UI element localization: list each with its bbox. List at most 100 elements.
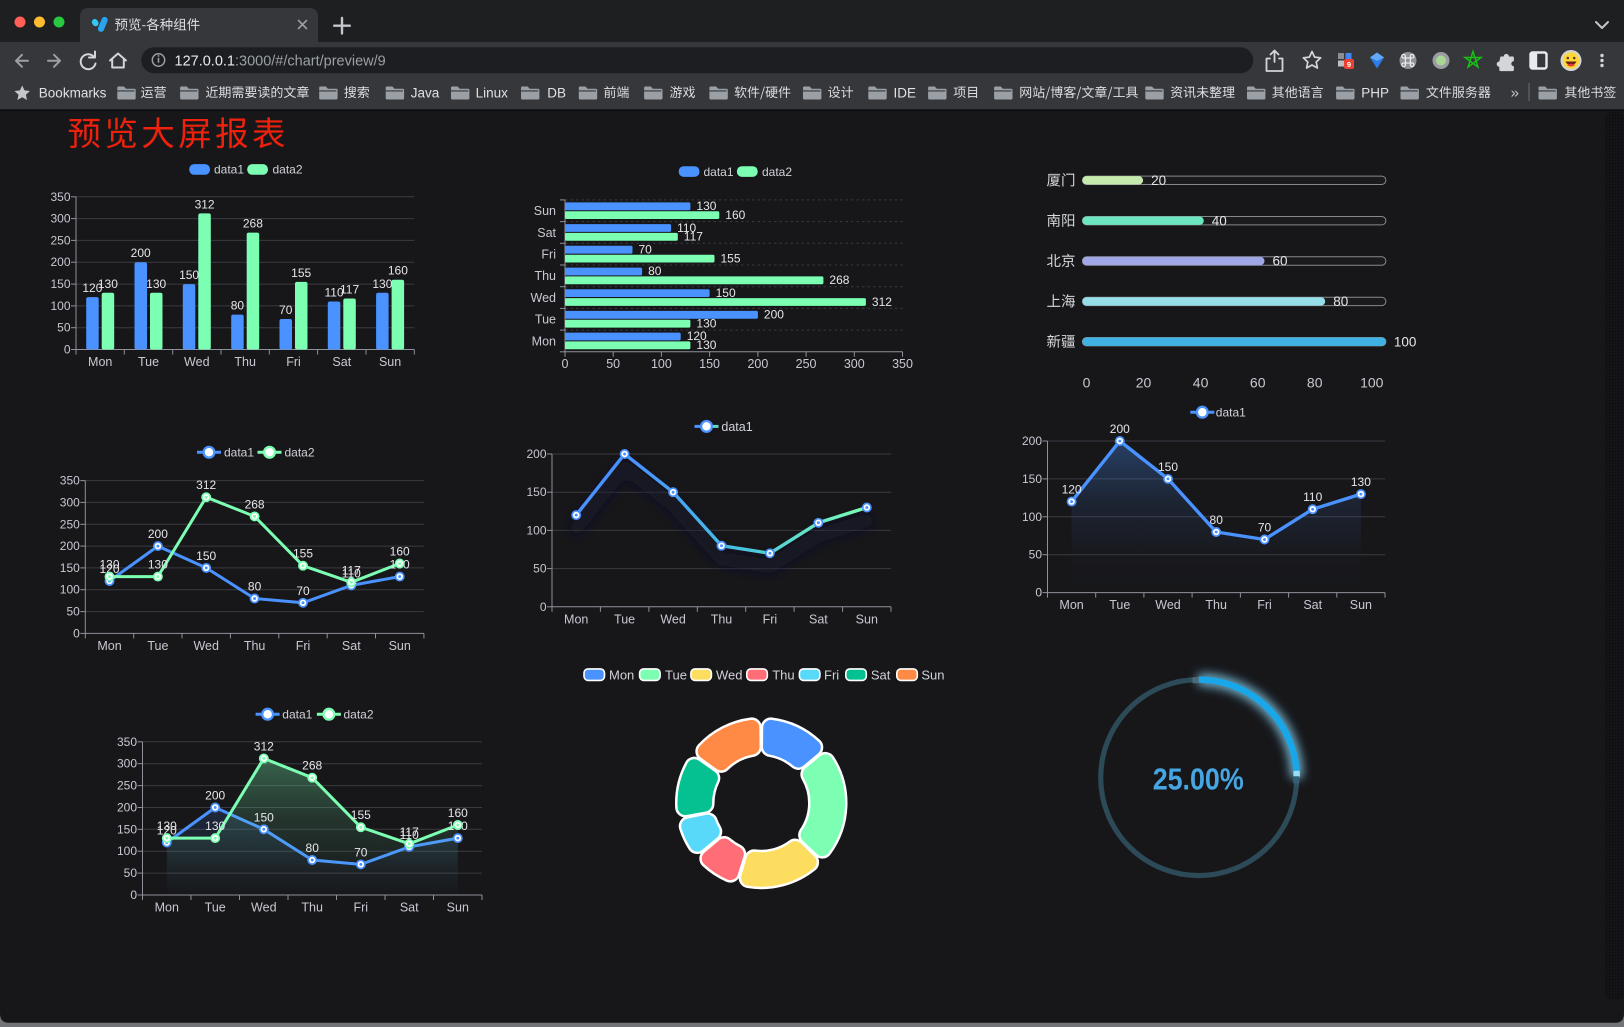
svg-text:Thu: Thu: [772, 667, 794, 682]
svg-text:100: 100: [117, 844, 137, 858]
svg-text:150: 150: [117, 822, 137, 836]
svg-text:Mon: Mon: [1059, 598, 1083, 612]
svg-text:200: 200: [764, 308, 784, 322]
svg-text:Sun: Sun: [856, 612, 878, 626]
svg-text:Tue: Tue: [1109, 598, 1130, 612]
svg-text:200: 200: [526, 447, 546, 461]
svg-text:150: 150: [1022, 472, 1042, 486]
svg-text:130: 130: [146, 277, 166, 291]
svg-text:200: 200: [60, 539, 80, 553]
svg-text:50: 50: [606, 357, 620, 371]
svg-text:Tue: Tue: [614, 612, 635, 626]
svg-text:70: 70: [1258, 521, 1272, 535]
svg-text:120: 120: [687, 329, 707, 343]
svg-text:130: 130: [696, 199, 716, 213]
svg-text:Sat: Sat: [342, 639, 361, 653]
svg-text:120: 120: [157, 824, 177, 838]
svg-text:300: 300: [844, 357, 865, 371]
svg-text:Wed: Wed: [184, 355, 210, 369]
svg-text:80: 80: [248, 580, 262, 594]
svg-text:130: 130: [99, 558, 119, 572]
svg-text:100: 100: [1394, 334, 1417, 349]
svg-text:50: 50: [57, 321, 71, 335]
svg-text:110: 110: [1303, 490, 1322, 504]
svg-text:100: 100: [1022, 510, 1042, 524]
svg-text:80: 80: [648, 264, 662, 278]
svg-text:117: 117: [400, 825, 419, 839]
svg-text:Mon: Mon: [97, 639, 121, 653]
svg-text:20: 20: [1151, 173, 1166, 188]
svg-text:Fri: Fri: [286, 355, 301, 369]
svg-text:160: 160: [725, 208, 745, 222]
svg-text:130: 130: [157, 819, 177, 833]
svg-text:150: 150: [254, 810, 274, 824]
svg-text:Sun: Sun: [1350, 598, 1372, 612]
svg-text:Mon: Mon: [564, 612, 588, 626]
svg-text:Sun: Sun: [447, 901, 469, 915]
svg-text:350: 350: [60, 474, 80, 488]
svg-text:Sun: Sun: [379, 355, 401, 369]
svg-text:data1: data1: [282, 708, 312, 722]
svg-text:300: 300: [117, 757, 137, 771]
svg-text:70: 70: [279, 303, 293, 317]
svg-text:50: 50: [533, 562, 547, 576]
svg-text:70: 70: [354, 845, 368, 859]
svg-text:150: 150: [526, 485, 546, 499]
svg-text:Tue: Tue: [138, 355, 159, 369]
svg-text:50: 50: [66, 605, 80, 619]
svg-text:268: 268: [243, 217, 263, 231]
svg-text:IDE: IDE: [894, 85, 917, 100]
svg-text:Sun: Sun: [921, 667, 944, 682]
svg-text:120: 120: [99, 562, 119, 576]
svg-text:Tue: Tue: [535, 313, 556, 327]
svg-text:200: 200: [131, 246, 151, 260]
svg-text:Thu: Thu: [1205, 598, 1227, 612]
svg-text:Fri: Fri: [354, 901, 369, 915]
svg-text:Thu: Thu: [234, 355, 256, 369]
svg-text:Wed: Wed: [531, 291, 557, 305]
svg-text:Sat: Sat: [871, 667, 891, 682]
svg-text:9: 9: [1347, 60, 1351, 69]
svg-text:150: 150: [60, 561, 80, 575]
svg-text:data1: data1: [214, 163, 244, 177]
svg-text:200: 200: [1110, 422, 1130, 436]
svg-text:Thu: Thu: [711, 612, 733, 626]
svg-text:130: 130: [1351, 475, 1371, 489]
svg-text:Java: Java: [411, 85, 440, 100]
svg-text:350: 350: [892, 357, 913, 371]
svg-text:0: 0: [562, 357, 569, 371]
svg-text:120: 120: [82, 281, 102, 295]
svg-text:80: 80: [1307, 375, 1323, 391]
svg-text:Wed: Wed: [251, 901, 277, 915]
svg-text:Wed: Wed: [660, 612, 686, 626]
svg-text:150: 150: [179, 268, 199, 282]
svg-text:Tue: Tue: [205, 901, 226, 915]
svg-text:0: 0: [1035, 586, 1042, 600]
svg-text:350: 350: [117, 735, 137, 749]
svg-text:350: 350: [50, 190, 70, 204]
svg-text:268: 268: [829, 273, 849, 287]
svg-text:25.00%: 25.00%: [1153, 762, 1244, 797]
svg-text:80: 80: [1333, 294, 1348, 309]
svg-text:Wed: Wed: [193, 639, 219, 653]
svg-text:Thu: Thu: [301, 901, 323, 915]
svg-text:110: 110: [677, 221, 696, 235]
svg-text:200: 200: [747, 357, 768, 371]
svg-text:300: 300: [60, 495, 80, 509]
svg-text:Linux: Linux: [476, 85, 509, 100]
svg-text:200: 200: [148, 527, 168, 541]
svg-text:Sat: Sat: [332, 355, 351, 369]
svg-text:200: 200: [1022, 434, 1042, 448]
svg-text:data2: data2: [273, 163, 303, 177]
svg-text:100: 100: [651, 357, 672, 371]
svg-text:250: 250: [117, 779, 137, 793]
svg-text:155: 155: [721, 251, 741, 265]
svg-text:117: 117: [342, 563, 361, 577]
svg-text:70: 70: [296, 584, 310, 598]
svg-text:250: 250: [50, 233, 70, 247]
svg-text:Thu: Thu: [244, 639, 266, 653]
svg-text:»: »: [1511, 85, 1519, 102]
svg-text:data2: data2: [344, 708, 374, 722]
svg-text:120: 120: [1062, 483, 1082, 497]
svg-text:150: 150: [716, 286, 736, 300]
